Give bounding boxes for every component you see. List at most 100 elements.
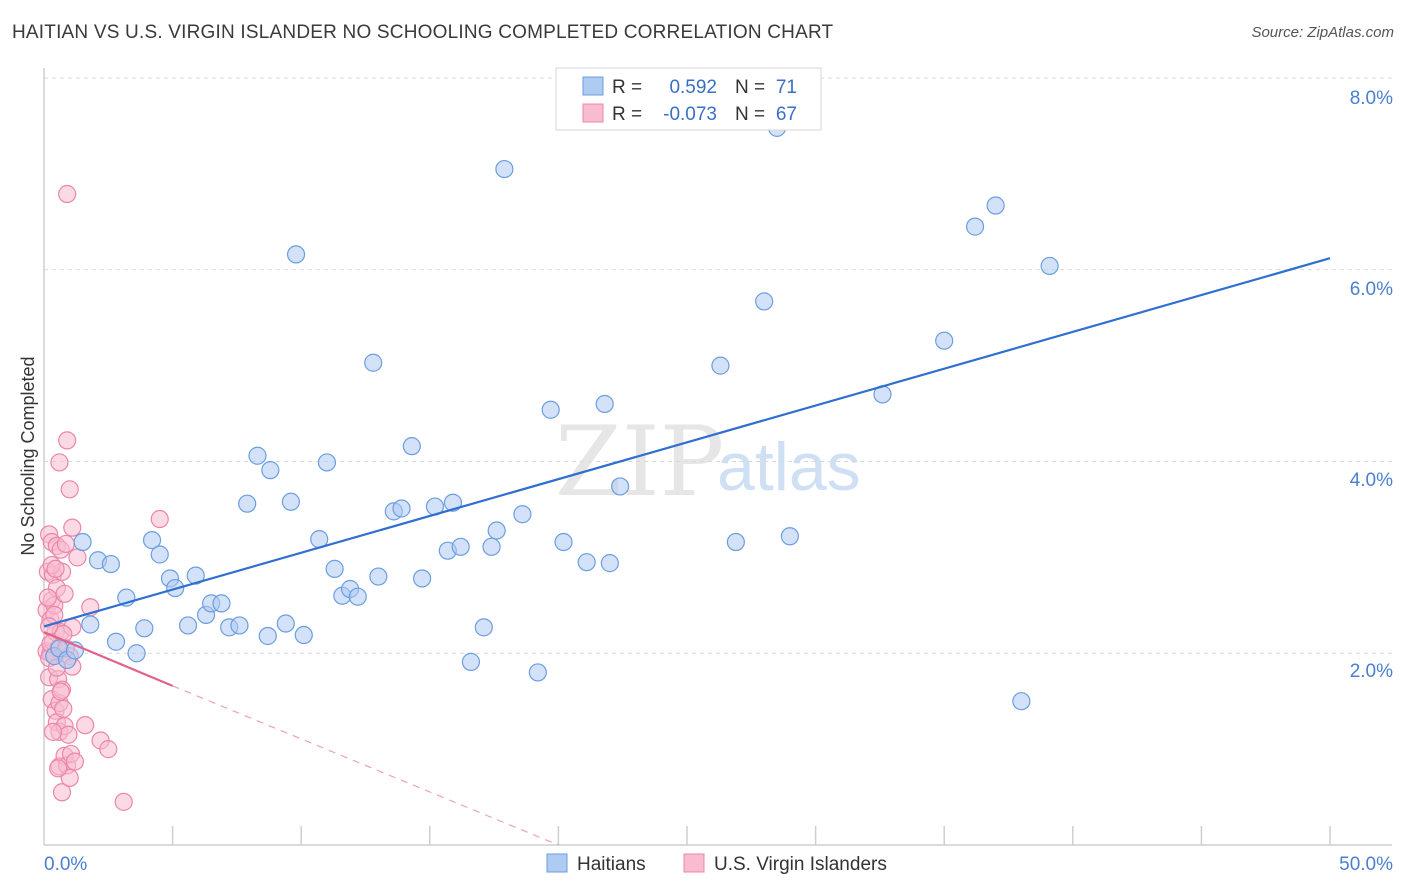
point-haitians-27 xyxy=(276,614,295,633)
point-haitians-30 xyxy=(294,625,313,645)
y-tick-label-6: 6.0% xyxy=(1350,279,1393,300)
point-haitians-62 xyxy=(755,292,774,311)
legend-r-label-2: R = xyxy=(612,104,642,125)
point-haitians-47 xyxy=(461,652,481,671)
legend-r-value-2: -0.073 xyxy=(663,104,717,125)
point-haitians-46 xyxy=(451,537,470,556)
legend-r-value-1: 0.592 xyxy=(669,77,717,98)
y-tick-label-2: 2.0% xyxy=(1350,661,1393,682)
watermark-atlas: atlas xyxy=(717,429,861,505)
point-haitians-12 xyxy=(142,531,162,550)
source-credit: Source: ZipAtlas.com xyxy=(1251,24,1394,41)
x-ticks xyxy=(171,826,1331,845)
point-haitians-23 xyxy=(238,494,257,513)
x-tick-label-max: 50.0% xyxy=(1339,854,1393,875)
point-haitians-42 xyxy=(412,569,432,588)
point-virgin-islanders-53 xyxy=(50,453,69,472)
point-haitians-37 xyxy=(364,353,383,372)
point-haitians-20 xyxy=(212,594,231,613)
point-virgin-islanders-66 xyxy=(40,617,59,636)
point-haitians-66 xyxy=(935,331,954,350)
trend-line-virgin-islanders-extension xyxy=(172,685,559,846)
bottom-legend-label-virgin-islanders: U.S. Virgin Islanders xyxy=(714,854,887,875)
point-haitians-24 xyxy=(248,446,267,465)
point-haitians-29 xyxy=(286,245,306,264)
point-haitians-49 xyxy=(482,537,501,556)
bottom-legend-label-haitians: Haitians xyxy=(577,854,646,875)
point-haitians-55 xyxy=(554,532,573,552)
point-haitians-68 xyxy=(986,196,1005,215)
point-haitians-50 xyxy=(487,521,506,540)
point-virgin-islanders-51 xyxy=(114,792,133,811)
point-haitians-5 xyxy=(81,615,100,634)
point-haitians-69 xyxy=(1012,692,1031,711)
trend-line-virgin-islanders xyxy=(43,631,174,687)
point-haitians-48 xyxy=(474,618,493,637)
point-virgin-islanders-58 xyxy=(43,722,63,741)
bottom-legend: Haitians U.S. Virgin Islanders xyxy=(546,853,887,875)
point-haitians-22 xyxy=(230,616,249,635)
point-haitians-28 xyxy=(281,492,301,511)
point-haitians-4 xyxy=(73,532,92,552)
point-haitians-64 xyxy=(780,527,799,546)
legend-swatch-haitians xyxy=(582,76,604,96)
point-haitians-57 xyxy=(595,394,614,414)
point-virgin-islanders-29 xyxy=(54,699,73,718)
point-haitians-54 xyxy=(541,400,560,419)
point-haitians-25 xyxy=(258,626,277,646)
point-haitians-8 xyxy=(106,632,126,651)
point-haitians-51 xyxy=(495,159,514,179)
point-virgin-islanders-64 xyxy=(51,682,70,701)
legend-n-value-2: 67 xyxy=(776,104,797,125)
bottom-legend-swatch-virgin-islanders xyxy=(683,853,705,873)
point-haitians-41 xyxy=(402,437,421,456)
point-haitians-52 xyxy=(513,505,532,524)
point-virgin-islanders-59 xyxy=(49,759,68,778)
point-virgin-islanders-26 xyxy=(52,783,72,802)
point-haitians-26 xyxy=(261,461,280,480)
point-virgin-islanders-50 xyxy=(99,740,118,759)
point-haitians-38 xyxy=(369,567,388,586)
x-tick-label-min: 0.0% xyxy=(44,854,87,875)
point-haitians-36 xyxy=(348,587,367,606)
point-haitians-70 xyxy=(1040,256,1059,276)
point-haitians-59 xyxy=(611,477,630,496)
y-axis-label: No Schooling Completed xyxy=(18,356,38,555)
point-virgin-islanders-32 xyxy=(55,584,74,603)
point-haitians-33 xyxy=(325,559,344,578)
legend-r-label-1: R = xyxy=(612,77,642,98)
point-haitians-13 xyxy=(150,545,169,564)
series-virgin-islanders xyxy=(37,184,169,811)
point-haitians-32 xyxy=(317,453,337,472)
point-haitians-11 xyxy=(135,619,154,638)
point-haitians-7 xyxy=(101,554,120,574)
point-haitians-58 xyxy=(600,554,619,573)
point-virgin-islanders-37 xyxy=(59,725,78,744)
point-haitians-40 xyxy=(392,499,411,518)
point-virgin-islanders-36 xyxy=(58,184,77,204)
point-virgin-islanders-47 xyxy=(76,716,95,735)
point-haitians-16 xyxy=(178,616,198,635)
legend-n-label-1: N = xyxy=(735,77,765,98)
point-haitians-53 xyxy=(528,663,547,682)
point-haitians-60 xyxy=(711,356,730,375)
point-haitians-56 xyxy=(577,553,596,572)
point-virgin-islanders-46 xyxy=(68,548,87,567)
trend-line-haitians xyxy=(43,257,1331,628)
point-virgin-islanders-45 xyxy=(65,752,84,771)
point-haitians-67 xyxy=(965,217,985,236)
y-tick-label-4: 4.0% xyxy=(1350,470,1393,491)
axes xyxy=(43,68,1392,846)
legend: R = 0.592 N = 71 R = -0.073 N = 67 xyxy=(555,67,822,131)
legend-swatch-virgin-islanders xyxy=(582,103,604,123)
point-virgin-islanders-43 xyxy=(63,518,82,537)
series-haitians xyxy=(45,118,1059,711)
legend-n-label-2: N = xyxy=(735,104,765,125)
point-virgin-islanders-33 xyxy=(56,534,75,554)
point-haitians-61 xyxy=(726,532,745,552)
point-virgin-islanders-52 xyxy=(150,509,169,529)
point-virgin-islanders-40 xyxy=(60,480,79,499)
y-tick-label-8: 8.0% xyxy=(1350,88,1393,109)
bottom-legend-swatch-haitians xyxy=(546,853,568,873)
